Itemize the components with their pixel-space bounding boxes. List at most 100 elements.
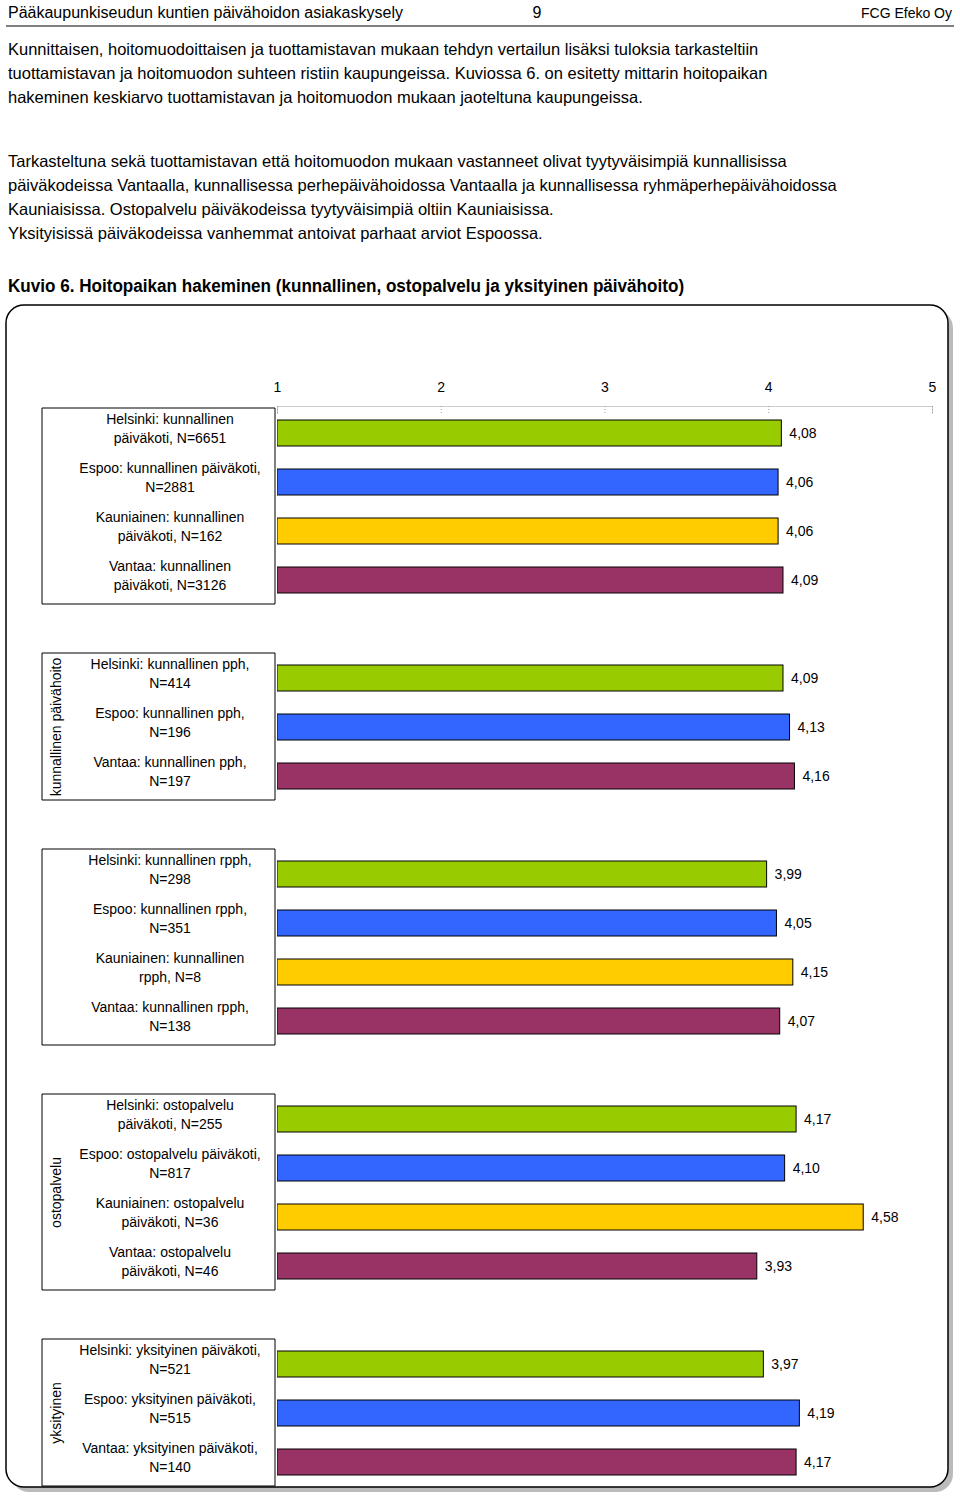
bar <box>277 861 767 887</box>
category-label: Helsinki: kunnallinenpäiväkoti, N=6651 <box>106 411 234 446</box>
group-divider <box>275 653 276 800</box>
tick-mark <box>605 406 606 414</box>
data-label: 4,16 <box>802 768 829 784</box>
data-label: 4,09 <box>791 572 818 588</box>
tick: 4 <box>765 379 773 414</box>
paragraph-line: Yksityisissä päiväkodeissa vanhemmat ant… <box>8 224 543 242</box>
category-label-line: Vantaa: yksityinen päiväkoti, <box>82 1440 258 1456</box>
group-label: ostopalvelu <box>48 1157 64 1228</box>
group-box <box>42 1339 275 1486</box>
axis-line <box>278 407 933 415</box>
tick-mark <box>441 406 442 414</box>
category-label-line: Kauniainen: ostopalvelu <box>96 1195 245 1211</box>
data-label: 3,93 <box>765 1258 792 1274</box>
tick-label: 1 <box>274 379 282 395</box>
category-label-line: N=351 <box>149 920 191 936</box>
category-label: Espoo: ostopalvelu päiväkoti, N=817 <box>79 1146 260 1181</box>
tick: 5 <box>929 379 937 414</box>
category-label: Vantaa: ostopalvelupäiväkoti, N=46 <box>109 1244 231 1279</box>
tick-label: 5 <box>929 379 937 395</box>
category-label: Vantaa: yksityinen päiväkoti, N=140 <box>82 1440 258 1475</box>
data-label: 4,07 <box>788 1013 815 1029</box>
bar <box>277 1400 799 1426</box>
x-axis: 1 2 3 4 5 <box>274 379 937 414</box>
bar <box>277 1106 796 1132</box>
tick-label: 4 <box>765 379 773 395</box>
data-label: 4,13 <box>798 719 825 735</box>
bar <box>277 959 793 985</box>
data-label: 4,06 <box>786 474 813 490</box>
header-title: Pääkaupunkiseudun kuntien päivähoidon as… <box>8 4 403 21</box>
data-label: 4,17 <box>804 1111 831 1127</box>
category-label-line: N=2881 <box>145 479 195 495</box>
bar <box>277 763 794 789</box>
category-label-line: päiväkoti, N=36 <box>122 1214 219 1230</box>
bar <box>277 1449 796 1475</box>
group-box <box>42 408 275 604</box>
category-label-line: Helsinki: yksityinen päiväkoti, <box>79 1342 260 1358</box>
bar <box>277 518 778 544</box>
paragraph-line: Tarkasteltuna sekä tuottamistavan että h… <box>8 152 787 170</box>
bar <box>277 910 776 936</box>
category-label-line: Espoo: kunnallinen rpph, <box>93 901 247 917</box>
category-label-line: Espoo: kunnallinen pph, <box>95 705 244 721</box>
category-label: Kauniainen: kunnallinen päiväkoti, N=162 <box>96 509 245 544</box>
category-label-line: Kauniainen: kunnallinen <box>96 950 245 966</box>
category-label-line: Kauniainen: kunnallinen <box>96 509 245 525</box>
category-label-line: N=140 <box>149 1459 191 1475</box>
category-label: Espoo: kunnallinen pph, N=196 <box>95 705 244 740</box>
group-label: kunnallinen päivähoito <box>48 658 64 797</box>
tick-label: 3 <box>601 379 609 395</box>
bar <box>277 420 781 446</box>
category-label: Helsinki: ostopalvelupäiväkoti, N=255 <box>106 1097 234 1132</box>
bar <box>277 469 778 495</box>
category-label: Helsinki: kunnallinen pph,N=414 <box>91 656 250 691</box>
group-divider <box>275 849 276 1045</box>
bar <box>277 1253 757 1279</box>
category-label: Helsinki: kunnallinen rpph,N=298 <box>88 852 251 887</box>
data-label: 3,99 <box>775 866 802 882</box>
tick: 2 <box>437 379 445 414</box>
category-label-line: N=138 <box>149 1018 191 1034</box>
category-label-line: N=521 <box>149 1361 191 1377</box>
category-label-line: N=197 <box>149 773 191 789</box>
data-label: 4,15 <box>801 964 828 980</box>
group-box <box>42 849 275 1045</box>
category-label: Espoo: kunnallinen päiväkoti,N=2881 <box>79 460 260 495</box>
labels: 4,08Helsinki: kunnallinenpäiväkoti, N=66… <box>42 408 899 1486</box>
category-label: Kauniainen: kunnallinenrpph, N=8 <box>96 950 245 985</box>
tick-label: 2 <box>437 379 445 395</box>
tick-mark <box>932 406 933 414</box>
bar <box>277 1204 863 1230</box>
bar <box>277 714 790 740</box>
header-company: FCG Efeko Oy <box>861 5 952 21</box>
category-label-line: Espoo: yksityinen päiväkoti, <box>84 1391 256 1407</box>
category-label-line: Espoo: ostopalvelu päiväkoti, <box>79 1146 260 1162</box>
category-label-line: N=515 <box>149 1410 191 1426</box>
frame <box>6 305 948 1487</box>
group-divider <box>275 1094 276 1290</box>
group-box <box>42 653 275 800</box>
category-label-line: päiväkoti, N=6651 <box>114 430 227 446</box>
paragraph-line: päiväkodeissa Vantaalla, kunnallisessa p… <box>8 176 837 194</box>
category-label-line: Helsinki: kunnallinen rpph, <box>88 852 251 868</box>
category-label-line: N=196 <box>149 724 191 740</box>
data-label: 4,09 <box>791 670 818 686</box>
category-label-line: N=817 <box>149 1165 191 1181</box>
group-divider <box>275 1339 276 1486</box>
category-label: Espoo: yksityinen päiväkoti, N=515 <box>84 1391 256 1426</box>
bar <box>277 665 783 691</box>
bar <box>277 1008 780 1034</box>
figure-caption: Kuvio 6. Hoitopaikan hakeminen (kunnalli… <box>8 275 684 296</box>
tick-mark <box>768 406 769 414</box>
page-number: 9 <box>533 4 542 21</box>
data-label: 3,97 <box>771 1356 798 1372</box>
category-label-line: päiväkoti, N=3126 <box>114 577 227 593</box>
data-label: 4,17 <box>804 1454 831 1470</box>
paragraph-line: Kunnittaisen, hoitomuodoittaisen ja tuot… <box>8 40 758 58</box>
category-label-line: päiväkoti, N=162 <box>118 528 223 544</box>
category-label-line: Helsinki: kunnallinen pph, <box>91 656 250 672</box>
category-label-line: päiväkoti, N=255 <box>118 1116 223 1132</box>
category-label-line: päiväkoti, N=46 <box>122 1263 219 1279</box>
data-label: 4,58 <box>871 1209 898 1225</box>
